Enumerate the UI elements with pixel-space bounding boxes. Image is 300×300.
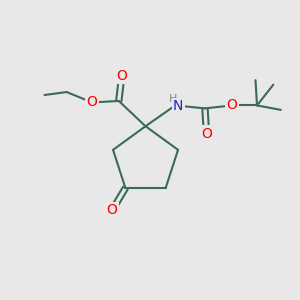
Text: H: H [169, 94, 177, 104]
Text: O: O [116, 69, 127, 83]
Text: O: O [201, 127, 212, 141]
Text: O: O [106, 203, 118, 217]
Text: O: O [226, 98, 237, 112]
Text: O: O [87, 95, 98, 110]
Text: N: N [173, 99, 183, 113]
